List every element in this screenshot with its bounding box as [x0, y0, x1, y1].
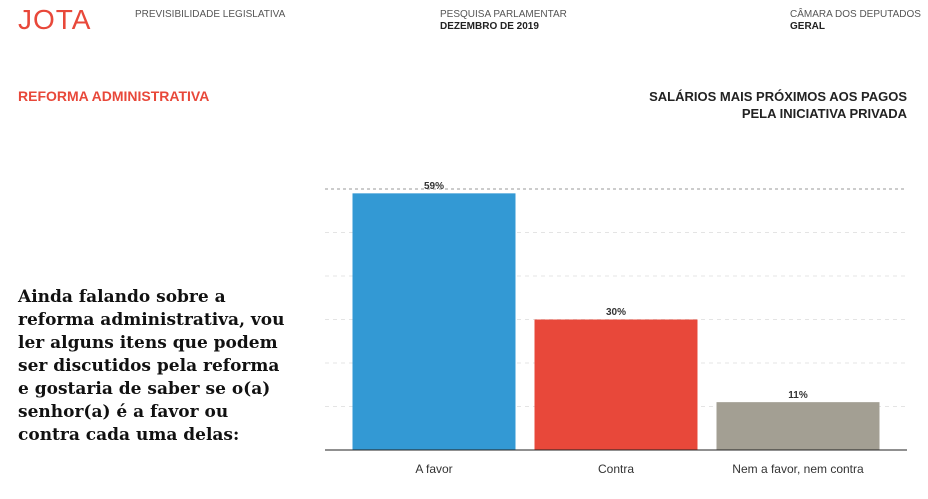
question: Ainda falando sobre a reforma administra… [18, 287, 285, 445]
bar [716, 402, 880, 450]
section-title: REFORMA ADMINISTRATIVA [18, 88, 210, 104]
scope: GERAL [790, 21, 825, 32]
bar [534, 319, 698, 450]
value-label: 30% [606, 307, 626, 318]
value-label: 11% [788, 390, 808, 401]
x-tick-label: A favor [415, 462, 452, 476]
date: DEZEMBRO DE 2019 [440, 21, 539, 32]
x-tick-label: Nem a favor, nem contra [732, 462, 864, 476]
survey: PESQUISA PARLAMENTAR [440, 9, 567, 20]
chart-title: SALÁRIOS MAIS PRÓXIMOS AOS PAGOS PELA IN… [649, 89, 907, 121]
x-tick-label: Contra [598, 462, 634, 476]
bar [352, 193, 516, 450]
value-label: 59% [424, 181, 444, 192]
product: PREVISIBILIDADE LEGISLATIVA [135, 9, 286, 20]
house: CÂMARA DOS DEPUTADOS [790, 9, 921, 20]
logo: JOTA [18, 4, 92, 35]
